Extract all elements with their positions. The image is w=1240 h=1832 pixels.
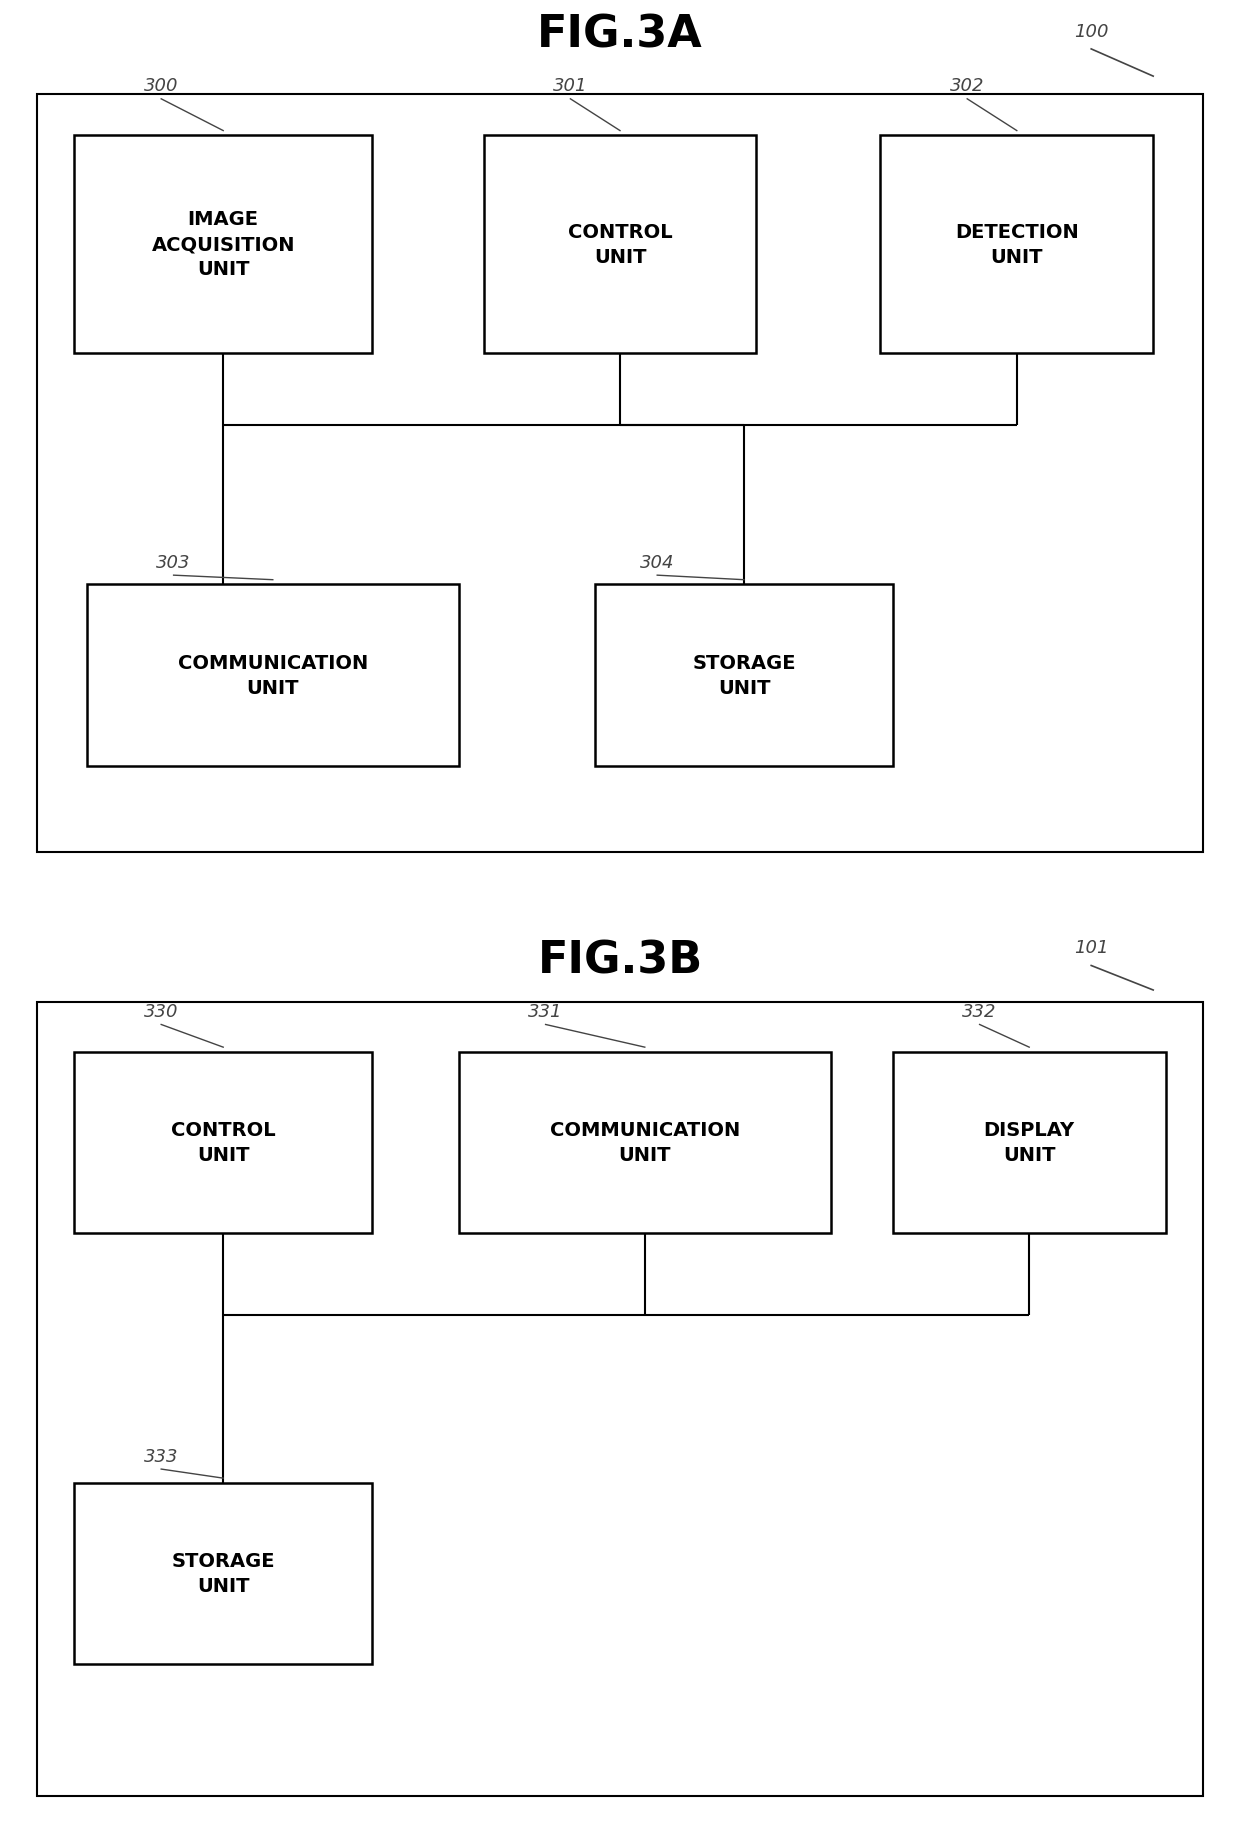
Text: 101: 101: [1074, 940, 1109, 956]
Bar: [37, 95, 1203, 852]
Bar: [74, 1482, 372, 1663]
Text: CONTROL
UNIT: CONTROL UNIT: [568, 224, 672, 267]
Bar: [893, 1052, 1166, 1233]
Bar: [37, 1002, 1203, 1795]
Text: 300: 300: [144, 77, 179, 95]
Text: COMMUNICATION
UNIT: COMMUNICATION UNIT: [549, 1121, 740, 1165]
Bar: [74, 136, 372, 354]
Text: STORAGE
UNIT: STORAGE UNIT: [171, 1552, 275, 1596]
Text: FIG.3B: FIG.3B: [537, 938, 703, 982]
Text: 333: 333: [144, 1447, 179, 1466]
Bar: [74, 1052, 372, 1233]
Text: CONTROL
UNIT: CONTROL UNIT: [171, 1121, 275, 1165]
Text: 330: 330: [144, 1002, 179, 1020]
Bar: [459, 1052, 831, 1233]
Text: 332: 332: [962, 1002, 997, 1020]
Text: COMMUNICATION
UNIT: COMMUNICATION UNIT: [177, 654, 368, 698]
Bar: [880, 136, 1153, 354]
Text: IMAGE
ACQUISITION
UNIT: IMAGE ACQUISITION UNIT: [151, 211, 295, 278]
Text: 302: 302: [950, 77, 985, 95]
Text: DISPLAY
UNIT: DISPLAY UNIT: [983, 1121, 1075, 1165]
Bar: [595, 584, 893, 766]
Bar: [484, 136, 756, 354]
Text: 331: 331: [528, 1002, 563, 1020]
Bar: [87, 584, 459, 766]
Text: 304: 304: [640, 553, 675, 572]
Text: 100: 100: [1074, 22, 1109, 40]
Text: DETECTION
UNIT: DETECTION UNIT: [955, 224, 1079, 267]
Text: 303: 303: [156, 553, 191, 572]
Text: FIG.3A: FIG.3A: [537, 13, 703, 57]
Text: 301: 301: [553, 77, 588, 95]
Text: STORAGE
UNIT: STORAGE UNIT: [692, 654, 796, 698]
